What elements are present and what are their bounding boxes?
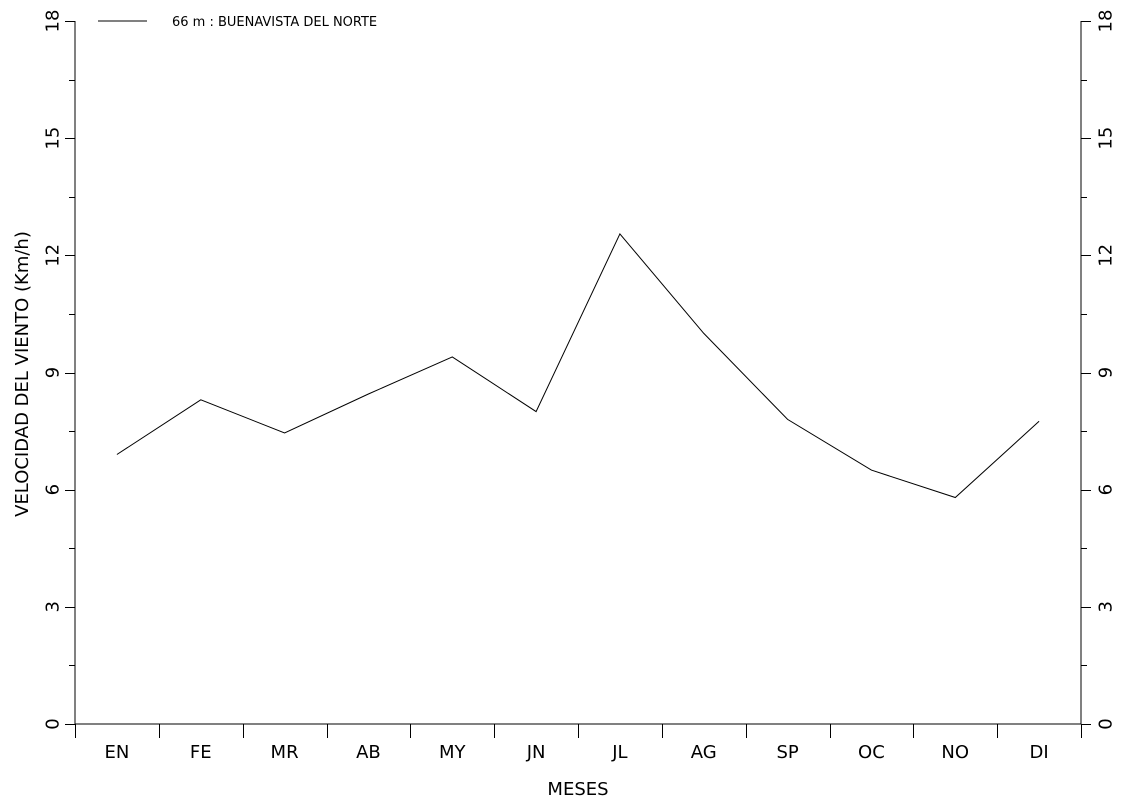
left-y-tick-label: 12 <box>42 244 63 267</box>
left-y-tick-label: 9 <box>42 367 63 378</box>
x-tick-label: AG <box>691 742 717 763</box>
x-tick-label: DI <box>1029 742 1048 763</box>
x-tick-label: SP <box>776 742 798 763</box>
left-y-tick-label: 6 <box>42 484 63 495</box>
x-tick-label: JN <box>526 742 546 763</box>
x-tick-label: EN <box>104 742 129 763</box>
x-tick-label: NO <box>941 742 969 763</box>
series-line-0 <box>116 232 1040 499</box>
legend: 66 m : BUENAVISTA DEL NORTE <box>98 15 377 30</box>
axes: 0 0 3 3 6 6 9 9 12 12 15 15 18 18 EN FE MR AB MY JN JL AG SP OC… <box>42 10 1116 763</box>
y-axis-label: VELOCIDAD DEL VIENTO (Km/h) <box>12 231 33 517</box>
right-y-tick-label: 9 <box>1095 367 1116 378</box>
right-y-tick-label: 6 <box>1095 484 1116 495</box>
x-axis-label: MESES <box>547 779 608 799</box>
x-tick-label: JL <box>611 742 627 763</box>
x-tick-label: OC <box>858 742 885 763</box>
right-y-tick-label: 12 <box>1095 244 1116 267</box>
right-y-tick-label: 15 <box>1095 127 1116 150</box>
x-tick-label: MR <box>271 742 299 763</box>
legend-label: 66 m : BUENAVISTA DEL NORTE <box>172 15 377 30</box>
left-y-tick-label: 3 <box>42 601 63 612</box>
x-tick-label: FE <box>190 742 212 763</box>
x-tick-label: AB <box>356 742 381 763</box>
left-y-tick-label: 0 <box>42 718 63 729</box>
right-y-tick-label: 0 <box>1095 718 1116 729</box>
x-tick-label: MY <box>439 742 467 763</box>
right-y-tick-label: 18 <box>1095 10 1116 33</box>
left-y-tick-label: 18 <box>42 10 63 33</box>
series-layer <box>116 232 1040 499</box>
left-y-tick-label: 15 <box>42 127 63 150</box>
right-y-tick-label: 3 <box>1095 601 1116 612</box>
